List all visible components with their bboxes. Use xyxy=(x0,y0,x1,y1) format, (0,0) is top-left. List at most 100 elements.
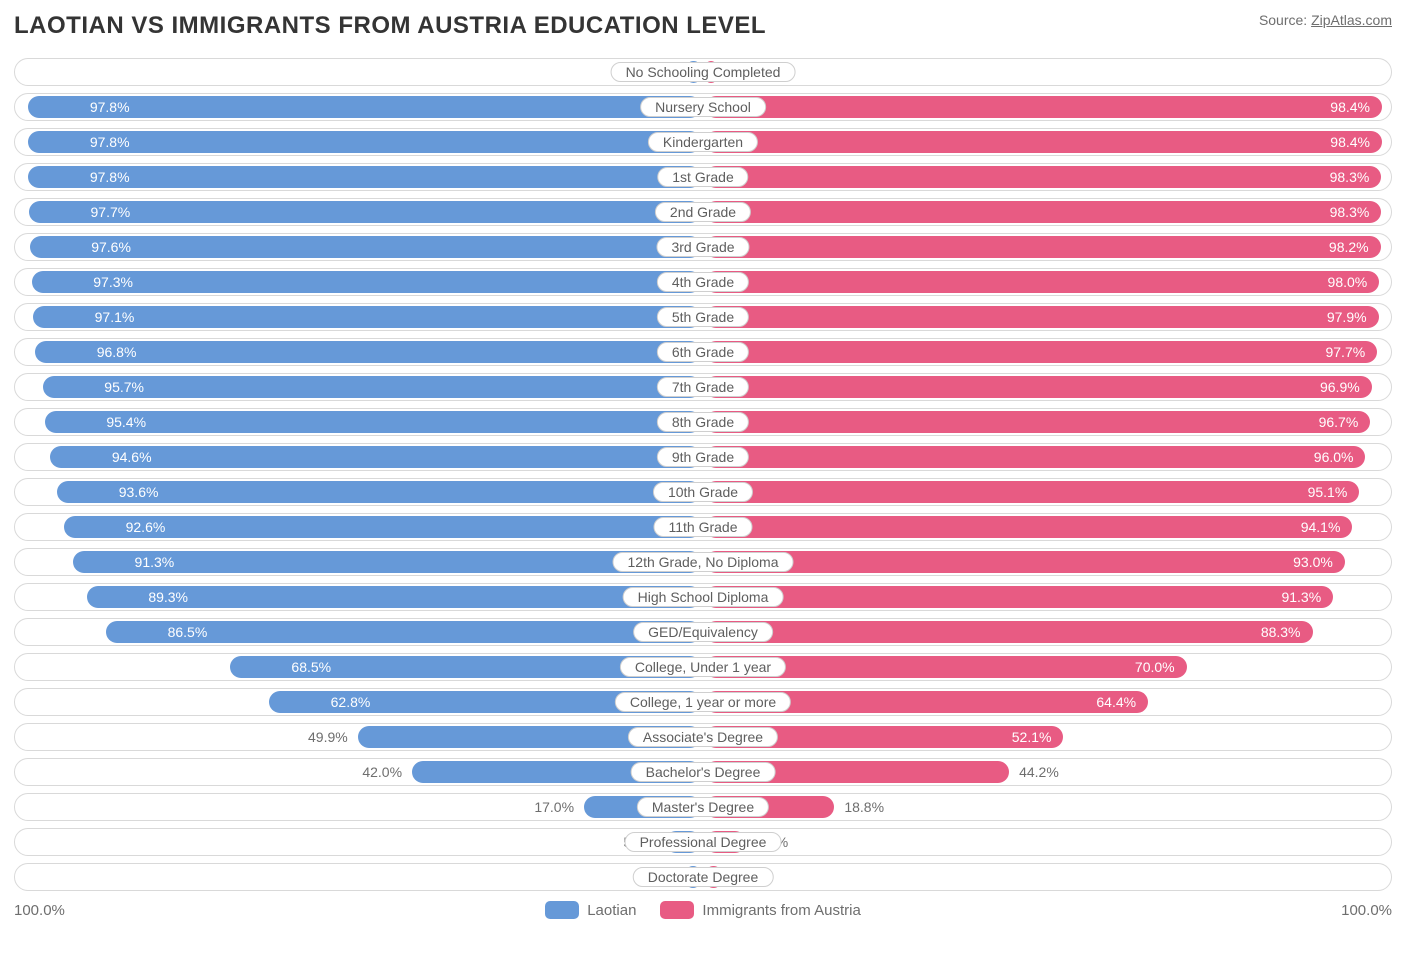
row-left-half: 94.6% xyxy=(15,444,703,470)
category-label: Professional Degree xyxy=(625,832,782,852)
pct-left: 97.7% xyxy=(81,204,131,220)
category-label: High School Diploma xyxy=(623,587,784,607)
chart-row: 86.5% 88.3% GED/Equivalency xyxy=(14,618,1392,646)
row-right-half: 52.1% xyxy=(703,724,1391,750)
chart-row: 97.6% 98.2%3rd Grade xyxy=(14,233,1392,261)
row-left-half: 5.2% xyxy=(15,829,703,855)
row-right-half: 6.0% xyxy=(703,829,1391,855)
pct-right: 96.0% xyxy=(1314,449,1364,465)
chart-row: 89.3% 91.3% High School Diploma xyxy=(14,583,1392,611)
category-label: Doctorate Degree xyxy=(633,867,774,887)
category-label: 1st Grade xyxy=(657,167,748,187)
pct-left: 97.8% xyxy=(80,99,130,115)
pct-right: 88.3% xyxy=(1261,624,1311,640)
row-right-half: 88.3% xyxy=(703,619,1391,645)
category-label: 4th Grade xyxy=(657,272,749,292)
pct-left: 89.3% xyxy=(138,589,188,605)
category-label: 9th Grade xyxy=(657,447,749,467)
category-label: GED/Equivalency xyxy=(633,622,773,642)
row-left-half: 97.8% xyxy=(15,129,703,155)
row-right-half: 96.7% xyxy=(703,409,1391,435)
category-label: 10th Grade xyxy=(653,482,753,502)
bar-right xyxy=(705,271,1379,293)
legend-item-right: Immigrants from Austria xyxy=(660,901,860,919)
chart-row: 92.6%94.1%11th Grade xyxy=(14,513,1392,541)
row-right-half: 96.9% xyxy=(703,374,1391,400)
row-right-half: 94.1% xyxy=(703,514,1391,540)
chart-row: 97.8%98.4%Kindergarten xyxy=(14,128,1392,156)
row-left-half: 92.6% xyxy=(15,514,703,540)
row-left-half: 2.3% xyxy=(15,864,703,890)
category-label: Master's Degree xyxy=(637,797,769,817)
row-left-half: 86.5% xyxy=(15,619,703,645)
pct-right: 98.4% xyxy=(1330,134,1380,150)
pct-right: 64.4% xyxy=(1096,694,1146,710)
pct-right: 70.0% xyxy=(1135,659,1185,675)
category-label: 12th Grade, No Diploma xyxy=(613,552,794,572)
chart-row: 68.5% 70.0% College, Under 1 year xyxy=(14,653,1392,681)
bar-right xyxy=(705,621,1313,643)
pct-left: 97.8% xyxy=(80,169,130,185)
chart-row: 42.0%44.2%Bachelor's Degree xyxy=(14,758,1392,786)
pct-left: 97.1% xyxy=(85,309,135,325)
row-left-half: 97.8% xyxy=(15,164,703,190)
chart-row: 95.4%96.7%8th Grade xyxy=(14,408,1392,436)
chart-row: 97.7%98.3%2nd Grade xyxy=(14,198,1392,226)
row-right-half: 98.4% xyxy=(703,129,1391,155)
chart-area: 2.2%1.7%No Schooling Completed97.8%98.4%… xyxy=(14,58,1392,891)
pct-right: 52.1% xyxy=(1012,729,1062,745)
chart-row: 93.6%95.1%10th Grade xyxy=(14,478,1392,506)
pct-right: 98.3% xyxy=(1330,204,1380,220)
row-left-half: 96.8% xyxy=(15,339,703,365)
pct-left: 68.5% xyxy=(281,659,331,675)
row-right-half: 44.2% xyxy=(703,759,1391,785)
row-right-half: 98.2% xyxy=(703,234,1391,260)
source-attribution: Source: ZipAtlas.com xyxy=(1259,12,1392,28)
pct-right: 98.3% xyxy=(1330,169,1380,185)
pct-left: 62.8% xyxy=(321,694,371,710)
row-right-half: 70.0% xyxy=(703,654,1391,680)
row-right-half: 2.4% xyxy=(703,864,1391,890)
row-right-half: 93.0% xyxy=(703,549,1391,575)
pct-left: 17.0% xyxy=(534,799,586,815)
row-left-half: 97.1% xyxy=(15,304,703,330)
chart-row: 97.8%98.4%Nursery School xyxy=(14,93,1392,121)
pct-left: 49.9% xyxy=(308,729,360,745)
source-link[interactable]: ZipAtlas.com xyxy=(1311,12,1392,28)
pct-left: 86.5% xyxy=(158,624,208,640)
pct-right: 97.7% xyxy=(1325,344,1375,360)
chart-row: 62.8% 64.4% College, 1 year or more xyxy=(14,688,1392,716)
bar-right xyxy=(705,516,1352,538)
axis-max-left: 100.0% xyxy=(14,902,65,919)
row-left-half: 68.5% xyxy=(15,654,703,680)
row-left-half: 42.0% xyxy=(15,759,703,785)
row-left-half: 62.8% xyxy=(15,689,703,715)
pct-left: 96.8% xyxy=(87,344,137,360)
category-label: College, 1 year or more xyxy=(615,692,791,712)
bar-right xyxy=(705,201,1381,223)
pct-left: 94.6% xyxy=(102,449,152,465)
pct-right: 18.8% xyxy=(832,799,884,815)
bar-right xyxy=(705,481,1359,503)
pct-right: 91.3% xyxy=(1281,589,1331,605)
category-label: College, Under 1 year xyxy=(620,657,786,677)
chart-footer: 100.0% Laotian Immigrants from Austria 1… xyxy=(14,901,1392,919)
pct-left: 91.3% xyxy=(125,554,175,570)
pct-right: 98.4% xyxy=(1330,99,1380,115)
chart-row: 2.3%2.4%Doctorate Degree xyxy=(14,863,1392,891)
chart-row: 17.0% 18.8% Master's Degree xyxy=(14,793,1392,821)
pct-left: 97.6% xyxy=(81,239,131,255)
row-left-half: 95.4% xyxy=(15,409,703,435)
category-label: 6th Grade xyxy=(657,342,749,362)
pct-right: 97.9% xyxy=(1327,309,1377,325)
chart-row: 97.3%98.0%4th Grade xyxy=(14,268,1392,296)
bar-right xyxy=(705,166,1381,188)
bar-right xyxy=(705,96,1382,118)
bar-right xyxy=(705,376,1372,398)
axis-max-right: 100.0% xyxy=(1341,902,1392,919)
row-left-half: 2.2% xyxy=(15,59,703,85)
row-left-half: 17.0% xyxy=(15,794,703,820)
chart-row: 97.1%97.9%5th Grade xyxy=(14,303,1392,331)
category-label: 3rd Grade xyxy=(656,237,749,257)
pct-left: 92.6% xyxy=(116,519,166,535)
